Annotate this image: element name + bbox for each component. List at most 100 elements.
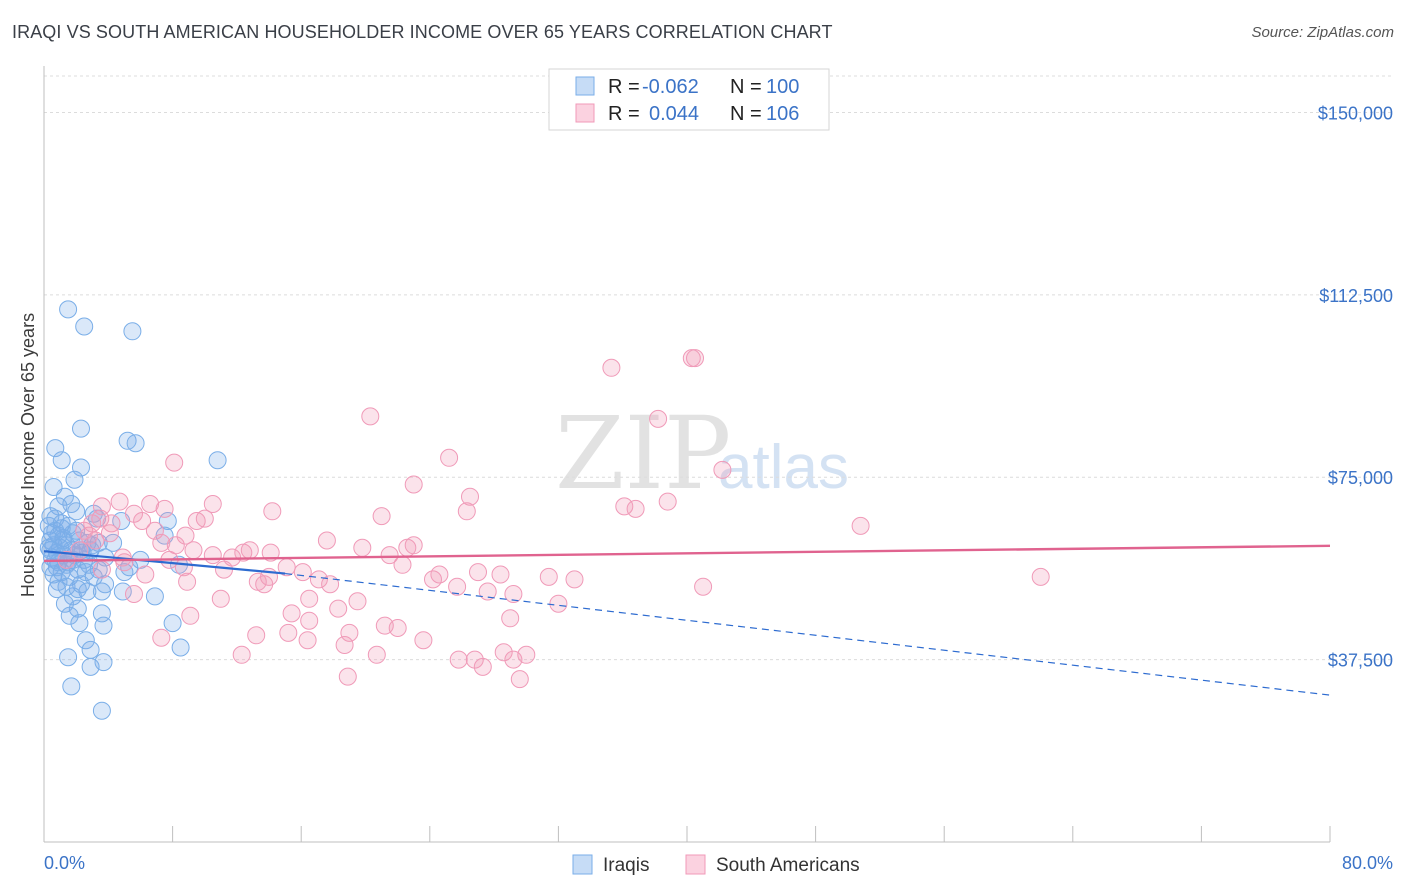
south-americans-point xyxy=(152,628,171,647)
south-americans-point xyxy=(430,565,449,584)
chart-title: IRAQI VS SOUTH AMERICAN HOUSEHOLDER INCO… xyxy=(12,22,833,42)
south-americans-point xyxy=(539,567,558,586)
south-americans-point xyxy=(92,560,111,579)
stats-legend: R = -0.062 N = 100 R = 0.044 N = 106 xyxy=(548,68,830,131)
iraqis-point xyxy=(92,582,111,601)
iraqis-point xyxy=(115,563,134,582)
south-americans-point xyxy=(232,645,251,664)
iraqis-point xyxy=(47,558,66,577)
south-americans-point xyxy=(335,636,354,654)
south-americans-point xyxy=(649,409,668,428)
south-americans-point xyxy=(348,592,367,611)
series-legend-label-south-americans: South Americans xyxy=(716,855,860,876)
iraqis-point xyxy=(52,519,71,538)
iraqis-point xyxy=(158,512,177,530)
south-americans-point xyxy=(713,460,732,479)
axis-labels: $37,500 $75,000 $112,500 $150,000 0.0% 80.0% H… xyxy=(18,103,1393,873)
iraqis-point xyxy=(163,614,182,633)
south-americans-point xyxy=(615,497,634,516)
south-americans-point xyxy=(449,650,468,669)
axes xyxy=(43,66,1331,843)
iraqis-point xyxy=(76,631,95,650)
south-americans-trend-line xyxy=(43,544,1331,563)
iraqis-point xyxy=(62,677,81,696)
south-americans-point xyxy=(211,589,230,608)
legend-n-value-iraqis: 100 xyxy=(766,76,799,98)
y-axis-title: Householder Income Over 65 years xyxy=(18,313,38,597)
south-americans-point xyxy=(195,509,214,528)
south-americans-point xyxy=(478,582,497,601)
south-americans-point xyxy=(361,407,380,426)
south-americans-point xyxy=(184,541,203,560)
iraqis-point xyxy=(60,606,79,625)
south-americans-point xyxy=(658,492,677,511)
iraqis-point xyxy=(67,502,86,521)
south-americans-point xyxy=(240,541,259,560)
south-americans-point xyxy=(457,502,476,521)
x-tick-label-max: 80.0% xyxy=(1342,853,1393,873)
iraqis-point xyxy=(41,541,60,560)
iraqis-point xyxy=(171,638,190,657)
south-americans-point xyxy=(602,358,621,377)
legend-r-value-iraqis: -0.062 xyxy=(642,76,699,98)
legend-n-label-south-americans: N = xyxy=(730,103,762,125)
iraqis-point xyxy=(55,487,74,506)
source-label: Source: ZipAtlas.com xyxy=(1251,24,1394,41)
south-americans-point xyxy=(155,499,174,518)
legend-n-label-iraqis: N = xyxy=(730,76,762,98)
south-americans-point xyxy=(203,495,222,513)
watermark-atlas: atlas xyxy=(718,433,849,502)
gridlines xyxy=(44,75,1394,661)
x-tick-label-min: 0.0% xyxy=(44,853,85,873)
south-americans-point xyxy=(367,645,386,664)
legend-r-label-south-americans: R = xyxy=(608,103,640,125)
south-americans-point xyxy=(504,585,523,603)
y-tick-label: $150,000 xyxy=(1318,103,1393,123)
south-americans-point xyxy=(461,487,479,506)
watermark-zip: ZIP xyxy=(555,395,731,512)
y-tick-label: $112,500 xyxy=(1319,286,1393,306)
iraqis-point xyxy=(92,701,111,720)
series-legend-swatch-iraqis xyxy=(572,854,593,875)
south-americans-point xyxy=(80,526,98,545)
south-americans-point xyxy=(549,594,568,613)
iraqis-point xyxy=(68,580,87,599)
south-americans-point xyxy=(176,526,195,545)
y-tick-label: $75,000 xyxy=(1328,468,1393,488)
south-americans-point xyxy=(440,448,459,467)
south-americans-point xyxy=(125,585,143,603)
south-americans-point xyxy=(565,570,584,589)
series-legend-swatch-south-americans xyxy=(685,854,706,875)
legend-n-value-south-americans: 106 xyxy=(766,103,799,125)
iraqis-point xyxy=(76,563,95,582)
south-americans-point xyxy=(145,521,164,540)
iraqis-point xyxy=(104,533,123,552)
iraqis-point xyxy=(208,451,227,470)
legend-swatch-iraqis xyxy=(575,76,595,96)
south-americans-point xyxy=(388,619,407,637)
south-americans-point xyxy=(851,516,870,535)
iraqis-point xyxy=(70,614,89,633)
iraqis-point xyxy=(59,300,78,319)
iraqis-point xyxy=(47,580,66,599)
iraqis-point xyxy=(65,470,84,489)
iraqis-point xyxy=(72,419,90,438)
south-americans-point xyxy=(215,560,233,579)
south-americans-point xyxy=(110,492,129,511)
south-americans-point xyxy=(309,570,328,589)
south-americans-point xyxy=(293,563,312,582)
south-americans-point xyxy=(300,611,319,630)
iraqis-point xyxy=(113,582,132,601)
iraqis-point xyxy=(126,434,145,453)
south-americans-point xyxy=(1031,567,1050,586)
south-americans-point xyxy=(448,577,467,596)
iraqis-point xyxy=(81,640,100,659)
series-legend-label-iraqis: Iraqis xyxy=(603,855,649,876)
legend-r-value-south-americans: 0.044 xyxy=(649,103,699,125)
south-americans-point xyxy=(321,575,340,594)
south-americans-point xyxy=(340,623,359,642)
iraqis-point xyxy=(59,648,78,667)
south-americans-point xyxy=(255,575,274,594)
south-americans-point xyxy=(414,631,433,650)
